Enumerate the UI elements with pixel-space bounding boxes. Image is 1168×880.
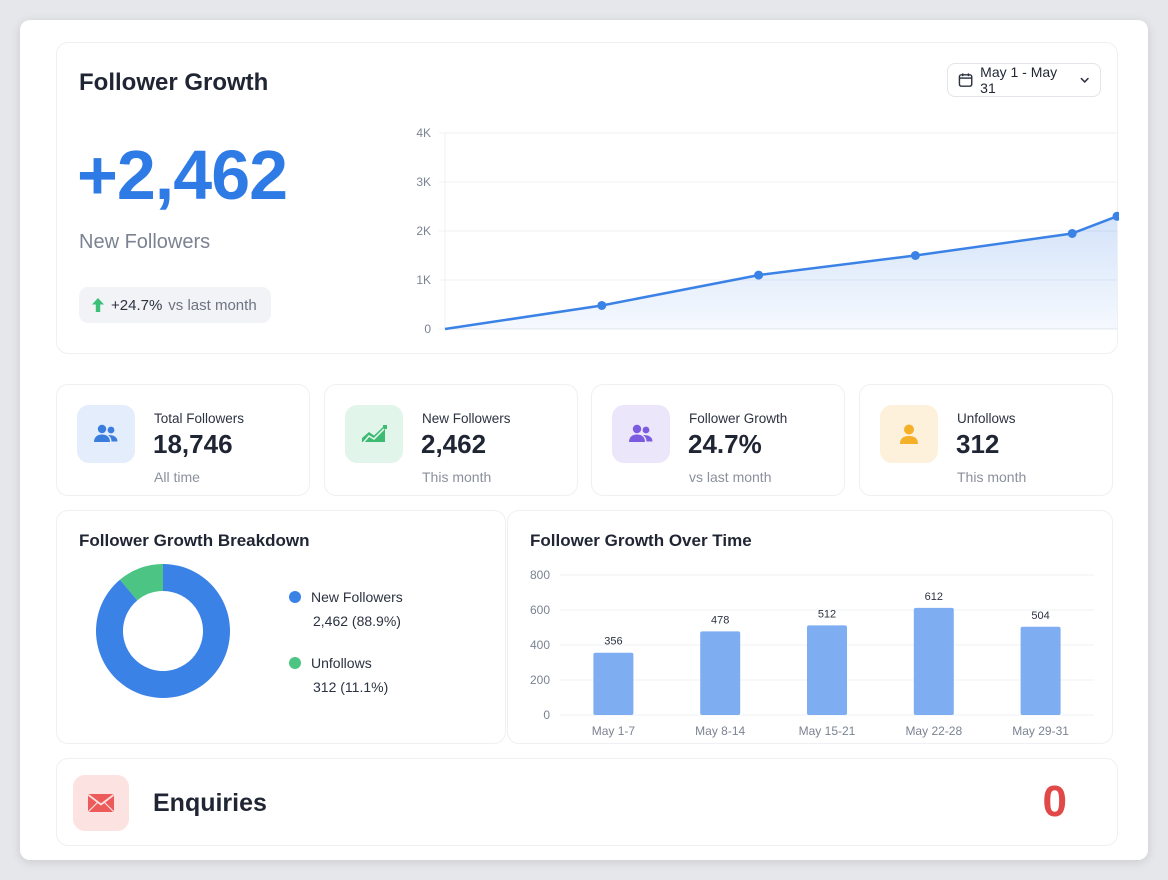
- stat-value: 24.7%: [688, 429, 762, 459]
- date-range-label: May 1 - May 31: [980, 64, 1058, 96]
- bar: [593, 652, 634, 715]
- legend-label: Unfollows: [311, 655, 372, 671]
- bar-value-label: 478: [711, 614, 729, 626]
- stat-value: 312: [956, 429, 1000, 459]
- stat-label: Unfollows: [957, 411, 1016, 426]
- bar-value-label: 504: [1031, 610, 1049, 622]
- data-point: [597, 300, 607, 310]
- series-line: [444, 215, 1118, 331]
- change-badge: +24.7% vs last month: [79, 287, 271, 323]
- stat-card-new-followers: New Followers 2,462 This month: [324, 384, 578, 496]
- breakdown-title: Follower Growth Breakdown: [79, 531, 310, 550]
- chevron-down-icon: [1080, 77, 1089, 83]
- stat-sub: This month: [957, 469, 1027, 485]
- bar: [1020, 626, 1061, 715]
- date-range-picker[interactable]: May 1 - May 31: [947, 63, 1101, 97]
- growth-over-time-bar-chart: 0 200 400 600 800 356 May 1-7 478 May 8-14 512 May…: [530, 568, 1094, 738]
- stat-card-total-followers: Total Followers 18,746 All time: [56, 384, 310, 496]
- dashboard-frame: Follower Growth +2,462 New Followers +24…: [20, 20, 1148, 860]
- growth-over-time-card: Follower Growth Over Time 0 200 400 600 800 3…: [507, 510, 1113, 744]
- x-tick-label: May 29-31: [1012, 724, 1069, 738]
- enquiries-count: 0: [1042, 777, 1067, 826]
- change-percent: +24.7%: [111, 296, 163, 314]
- stat-sub: This month: [422, 469, 492, 485]
- data-point: [1112, 211, 1119, 221]
- y-tick-label: 4K: [416, 126, 431, 140]
- stat-sub: vs last month: [689, 469, 772, 485]
- follower-growth-card: Follower Growth +2,462 New Followers +24…: [56, 42, 1119, 354]
- stat-label: Total Followers: [154, 411, 245, 426]
- bar: [700, 631, 741, 715]
- page-title: Follower Growth: [79, 69, 269, 96]
- data-point: [910, 251, 920, 260]
- new-followers-total: +2,462: [77, 136, 288, 214]
- data-point: [754, 270, 764, 280]
- y-tick-label: 200: [530, 673, 550, 687]
- legend-value: 312 (11.1%): [313, 679, 389, 695]
- legend-dot: [289, 657, 301, 669]
- enquiries-card[interactable]: Enquiries 0: [56, 758, 1118, 846]
- user-icon: [880, 405, 938, 463]
- x-tick-label: May 15-21: [799, 724, 856, 738]
- enquiries-label: Enquiries: [153, 789, 267, 817]
- stat-card-follower-growth: Follower Growth 24.7% vs last month: [591, 384, 845, 496]
- calendar-icon: [958, 73, 973, 87]
- x-tick-label: May 22-28: [905, 724, 962, 738]
- bar-value-label: 612: [925, 591, 943, 603]
- x-tick-label: May 8-14: [695, 724, 745, 738]
- breakdown-donut-chart: [96, 564, 230, 698]
- mail-icon: [73, 775, 129, 831]
- y-tick-label: 0: [424, 322, 431, 336]
- y-tick-label: 1K: [416, 273, 431, 287]
- follower-breakdown-card: Follower Growth Breakdown New Followers …: [56, 510, 506, 744]
- stat-card-unfollows: Unfollows 312 This month: [859, 384, 1113, 496]
- legend-dot: [289, 591, 301, 603]
- change-text: vs last month: [168, 296, 257, 314]
- legend-item-unfollows: Unfollows 312 (11.1%): [289, 655, 388, 695]
- legend-label: New Followers: [311, 589, 403, 605]
- donut-slice: [96, 564, 230, 698]
- stat-label: New Followers: [422, 411, 511, 426]
- data-point: [1067, 228, 1077, 238]
- bar-chart-title: Follower Growth Over Time: [530, 531, 752, 550]
- bar-value-label: 512: [818, 608, 836, 620]
- y-tick-label: 2K: [416, 224, 431, 238]
- y-tick-label: 600: [530, 603, 550, 617]
- bar-value-label: 356: [604, 636, 622, 648]
- stat-value: 2,462: [421, 429, 487, 459]
- y-tick-label: 0: [543, 708, 550, 722]
- y-tick-label: 400: [530, 638, 550, 652]
- users-icon: [612, 405, 670, 463]
- donut-slice: [119, 564, 163, 601]
- trend-chart-icon: [345, 405, 403, 463]
- arrow-up-icon: [92, 298, 104, 312]
- legend-item-new-followers: New Followers 2,462 (88.9%): [289, 589, 403, 629]
- stat-value: 18,746: [153, 429, 233, 459]
- bar: [913, 607, 954, 715]
- x-tick-label: May 1-7: [592, 724, 636, 738]
- y-tick-label: 800: [530, 568, 550, 582]
- new-followers-caption: New Followers: [79, 231, 211, 253]
- stat-label: Follower Growth: [689, 411, 788, 426]
- bar: [807, 625, 847, 715]
- stat-sub: All time: [154, 469, 200, 485]
- legend-value: 2,462 (88.9%): [313, 613, 401, 629]
- users-icon: [77, 405, 135, 463]
- y-tick-label: 3K: [416, 175, 431, 189]
